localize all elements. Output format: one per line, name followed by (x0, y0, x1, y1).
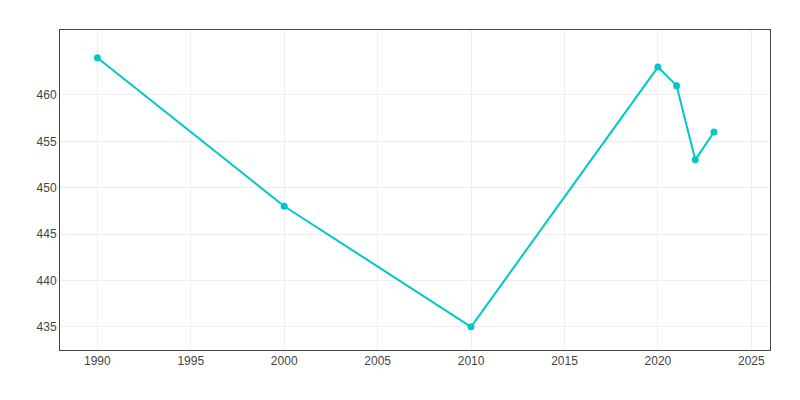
svg-text:435: 435 (37, 320, 57, 334)
svg-text:445: 445 (37, 227, 57, 241)
svg-text:2020: 2020 (645, 354, 672, 368)
svg-text:455: 455 (37, 135, 57, 149)
svg-text:450: 450 (37, 181, 57, 195)
svg-text:2015: 2015 (551, 354, 578, 368)
svg-text:2000: 2000 (271, 354, 298, 368)
svg-text:2025: 2025 (738, 354, 765, 368)
svg-text:460: 460 (37, 88, 57, 102)
svg-text:2010: 2010 (458, 354, 485, 368)
svg-text:1995: 1995 (177, 354, 204, 368)
svg-text:440: 440 (37, 274, 57, 288)
svg-text:2005: 2005 (364, 354, 391, 368)
svg-text:1990: 1990 (84, 354, 111, 368)
